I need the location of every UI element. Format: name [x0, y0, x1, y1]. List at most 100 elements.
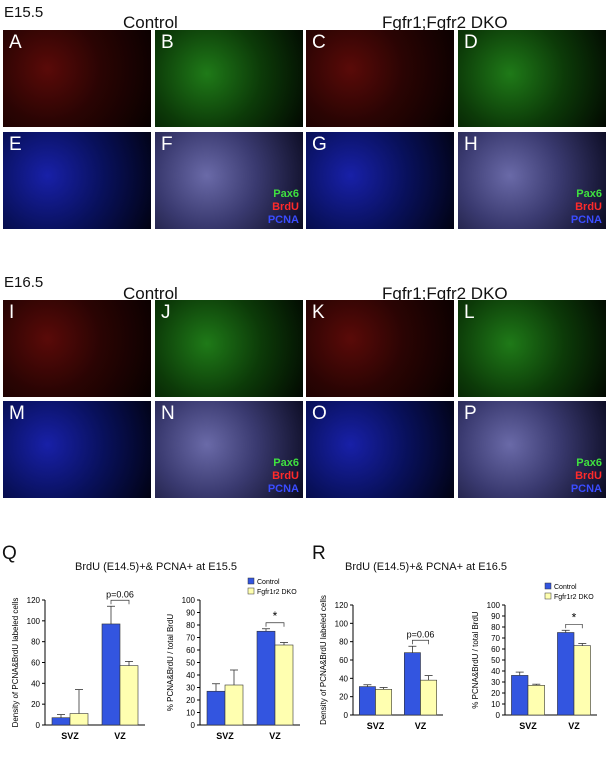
category-label: VZ: [568, 721, 580, 731]
y-tick-label: 70: [491, 634, 500, 643]
y-tick-label: 70: [186, 634, 195, 643]
y-tick-label: 10: [491, 700, 500, 709]
stain-legend-blue: PCNA: [570, 214, 602, 226]
legend-swatch: [247, 577, 255, 585]
legend-swatch: [544, 582, 552, 590]
y-tick-label: 30: [186, 684, 195, 693]
y-tick-label: 90: [186, 609, 195, 618]
panel-label-r: R: [312, 543, 326, 564]
y-tick-label: 20: [339, 693, 348, 702]
y-tick-label: 80: [491, 623, 500, 632]
stain-legend-red: BrdU: [272, 470, 299, 482]
stain-legend-red: BrdU: [272, 201, 299, 213]
legend-swatch: [544, 592, 552, 600]
y-tick-label: 50: [186, 659, 195, 668]
stage-label-e155: E15.5: [4, 4, 44, 21]
dko-title-1: Fgfr1;Fgfr2 DKO: [382, 13, 508, 32]
chart-title-q: BrdU (E14.5)+& PCNA+ at E15.5: [75, 561, 238, 573]
panel-letter: E: [9, 134, 22, 155]
y-tick-label: 60: [491, 645, 500, 654]
panel-letter: B: [161, 32, 174, 53]
legend-label: Control: [257, 579, 280, 586]
y-tick-label: 40: [31, 679, 40, 688]
bar: [527, 684, 545, 716]
category-label: VZ: [114, 731, 126, 741]
bar: [224, 684, 244, 726]
bar: [511, 675, 529, 716]
y-tick-label: 120: [335, 601, 349, 610]
micrograph-panel-j: J: [155, 300, 303, 397]
panel-letter: N: [161, 403, 175, 424]
y-axis-label: Density of PCNA&BrdU labeled cells: [319, 595, 328, 725]
y-tick-label: 0: [496, 711, 501, 720]
stain-legend-red: BrdU: [575, 470, 602, 482]
legend-label: Control: [554, 584, 577, 591]
category-label: SVZ: [61, 731, 79, 741]
panel-letter: J: [161, 302, 171, 323]
micrograph-panel-i: I: [3, 300, 151, 397]
micrograph-panel-m: M: [3, 401, 151, 498]
panel-letter: L: [464, 302, 475, 323]
micrograph-panel-e: E: [3, 132, 151, 229]
y-tick-label: 100: [27, 617, 41, 626]
bar: [256, 630, 276, 726]
y-tick-label: 30: [491, 678, 500, 687]
stain-legend-red: BrdU: [575, 201, 602, 213]
bar: [119, 665, 139, 726]
category-label: VZ: [269, 731, 281, 741]
bar: [557, 632, 575, 716]
y-tick-label: 50: [491, 656, 500, 665]
bar: [573, 645, 591, 716]
panel-letter: M: [9, 403, 25, 424]
stain-legend-green: Pax6: [576, 457, 602, 469]
y-tick-label: 40: [186, 671, 195, 680]
stage-label-e165: E16.5: [4, 274, 44, 291]
micrograph-panel-l: L: [458, 300, 606, 397]
panel-label-q: Q: [2, 543, 17, 564]
y-tick-label: 0: [36, 721, 41, 730]
panel-letter: K: [312, 302, 325, 323]
y-tick-label: 100: [335, 619, 349, 628]
stain-legend-green: Pax6: [273, 188, 299, 200]
significance-label: *: [572, 610, 577, 624]
micrograph-panel-g: G: [306, 132, 454, 229]
legend-label: Fgfr1r2 DKO: [554, 594, 594, 601]
control-title-1: Control: [123, 13, 178, 32]
y-tick-label: 100: [182, 596, 196, 605]
y-tick-label: 120: [27, 596, 41, 605]
y-tick-label: 0: [191, 721, 196, 730]
y-tick-label: 60: [339, 656, 348, 665]
y-axis-label: Density of PCNA&BrdU labeled cells: [11, 598, 20, 728]
significance-bracket: [412, 639, 429, 645]
y-tick-label: 0: [344, 711, 349, 720]
y-tick-label: 80: [186, 621, 195, 630]
stain-legend: Pax6 BrdU PCNA: [571, 188, 602, 227]
y-axis-label: % PCNA&BrdU / total BrdU: [471, 611, 480, 709]
micrograph-panel-h: H Pax6 BrdU PCNA: [458, 132, 606, 229]
panel-letter: H: [464, 134, 478, 155]
stain-legend-blue: PCNA: [267, 214, 299, 226]
y-tick-label: 60: [31, 659, 40, 668]
y-tick-label: 40: [339, 674, 348, 683]
category-label: SVZ: [367, 721, 385, 731]
y-tick-label: 10: [186, 709, 195, 718]
y-tick-label: 20: [31, 700, 40, 709]
stain-legend-blue: PCNA: [267, 483, 299, 495]
micrograph-panel-k: K: [306, 300, 454, 397]
y-tick-label: 20: [491, 689, 500, 698]
stain-legend-green: Pax6: [273, 457, 299, 469]
chart-title-r: BrdU (E14.5)+& PCNA+ at E16.5: [345, 561, 508, 573]
category-label: SVZ: [519, 721, 537, 731]
significance-label: *: [273, 609, 278, 623]
significance-bracket: [565, 623, 583, 629]
panel-letter: A: [9, 32, 22, 53]
legend-swatch: [247, 587, 255, 595]
dko-title-2: Fgfr1;Fgfr2 DKO: [382, 284, 508, 303]
significance-bracket: [265, 622, 285, 627]
legend-label: Fgfr1r2 DKO: [257, 589, 297, 596]
panel-letter: G: [312, 134, 327, 155]
y-tick-label: 20: [186, 696, 195, 705]
panel-letter: F: [161, 134, 173, 155]
micrograph-panel-b: B: [155, 30, 303, 127]
stain-legend: Pax6 BrdU PCNA: [571, 457, 602, 496]
